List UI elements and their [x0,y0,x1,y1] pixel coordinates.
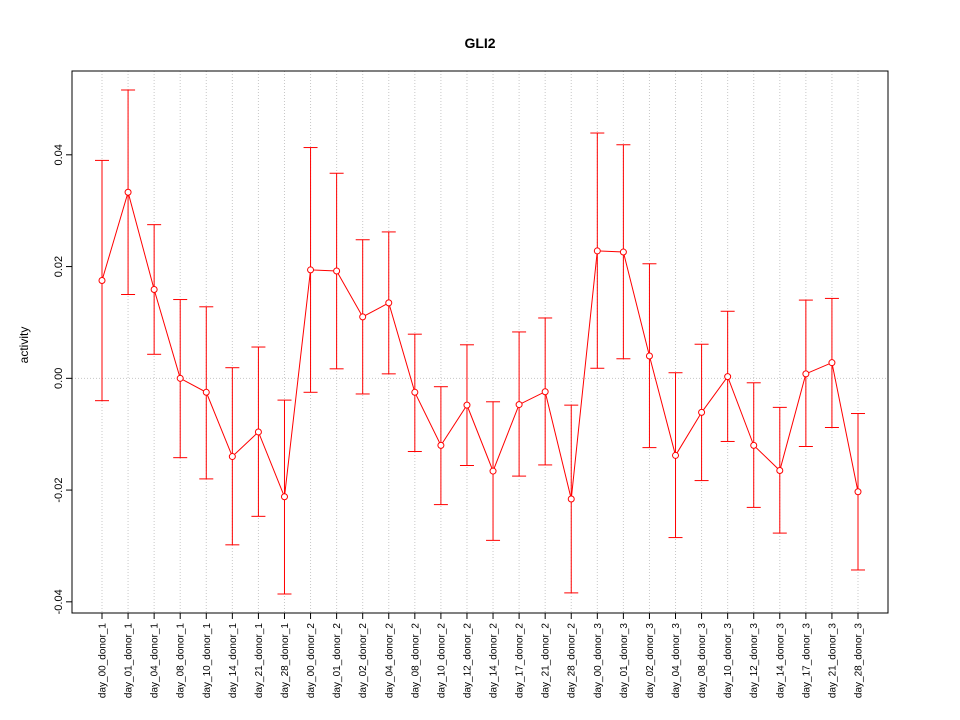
x-tick-label: day_10_donor_2 [436,623,447,699]
x-tick-label: day_04_donor_1 [150,623,161,699]
y-axis: -0.04 -0.02 0.00 0.02 0.04 [53,144,72,614]
x-tick-label: day_28_donor_2 [567,623,578,699]
x-tick-label: day_04_donor_2 [384,623,395,699]
x-tick-label: day_02_donor_3 [645,623,656,699]
data-point [176,374,184,382]
x-tick-label: day_28_donor_1 [280,623,291,699]
data-point [802,370,810,378]
data-point [567,495,575,503]
data-point [724,373,732,381]
data-point [750,441,758,449]
data-point [515,401,523,409]
data-point [307,266,315,274]
plot-frame [71,70,889,614]
x-tick-label: day_04_donor_3 [671,623,682,699]
x-tick-label: day_10_donor_3 [723,623,734,699]
grid [72,71,888,613]
series [95,89,865,595]
x-tick-label: day_21_donor_3 [827,623,838,699]
data-point [489,467,497,475]
data-point [776,467,784,475]
x-axis: day_00_donor_1 day_01_donor_1 day_04_donor… [98,613,865,698]
data-point [359,313,367,321]
data-point [280,493,288,501]
x-tick-label: day_21_donor_2 [541,623,552,699]
x-tick-label: day_14_donor_3 [775,623,786,699]
y-tick-label: 0.04 [53,144,65,165]
x-tick-label: day_10_donor_1 [202,623,213,699]
data-point [124,188,132,196]
x-tick-label: day_00_donor_3 [593,623,604,699]
data-point [645,352,653,360]
x-tick-label: day_08_donor_3 [697,623,708,699]
data-point [698,408,706,416]
x-tick-label: day_08_donor_1 [176,623,187,699]
data-point [593,247,601,255]
data-point [150,285,158,293]
data-point [463,401,471,409]
x-tick-label: day_21_donor_1 [254,623,265,699]
y-axis-label: activity [17,327,31,364]
x-tick-label: day_02_donor_2 [358,623,369,699]
x-tick-label: day_14_donor_2 [489,623,500,699]
x-tick-label: day_12_donor_2 [462,623,473,699]
data-point [541,388,549,396]
data-point [854,488,862,496]
chart-title: GLI2 [464,35,495,51]
series-line [101,190,859,500]
x-tick-label: day_08_donor_2 [410,623,421,699]
x-tick-label: day_01_donor_2 [332,623,343,699]
x-tick-label: day_00_donor_2 [306,623,317,699]
data-point [228,453,236,461]
data-point [411,388,419,396]
y-tick-label: -0.02 [53,478,65,503]
x-tick-label: day_17_donor_2 [515,623,526,699]
x-tick-label: day_01_donor_1 [124,623,135,699]
x-tick-label: day_01_donor_3 [619,623,630,699]
y-tick-label: 0.00 [53,368,65,389]
data-point [828,359,836,367]
data-point [254,428,262,436]
data-point [98,277,106,285]
data-point [333,267,341,275]
y-tick-label: -0.04 [53,589,65,614]
data-point [385,299,393,307]
y-tick-label: 0.02 [53,256,65,277]
x-tick-label: day_28_donor_3 [854,623,865,699]
data-point [672,451,680,459]
x-tick-label: day_12_donor_3 [749,623,760,699]
data-point [437,441,445,449]
data-point [202,388,210,396]
x-tick-label: day_00_donor_1 [98,623,109,699]
x-tick-label: day_14_donor_1 [228,623,239,699]
x-tick-label: day_17_donor_3 [801,623,812,699]
data-point [619,248,627,256]
